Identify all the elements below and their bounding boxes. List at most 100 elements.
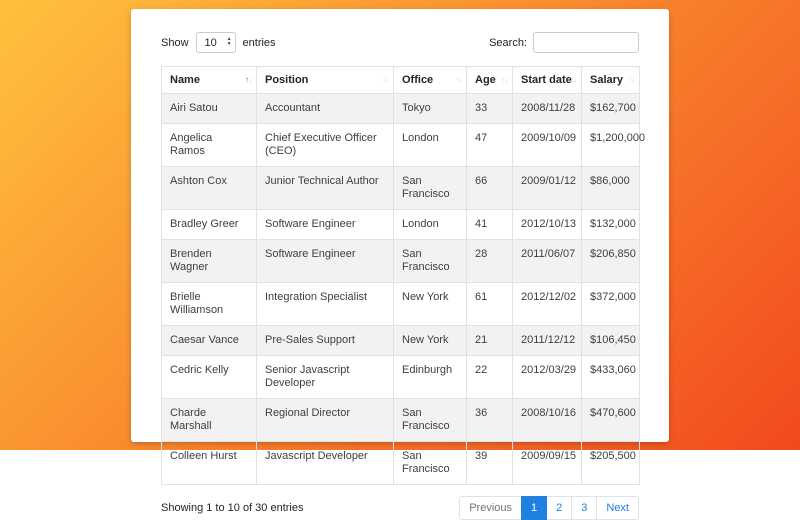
cell-office: San Francisco [393,166,467,210]
table-row[interactable]: Brenden Wagner Software Engineer San Fra… [161,239,640,283]
cell-salary: $86,000 [581,166,640,210]
cell-name: Brielle Williamson [161,282,257,326]
cell-salary: $372,000 [581,282,640,326]
employees-table: Name ↑↓ Position ↑↓ Office ↑↓ Age ↑↓ Sta… [161,66,645,485]
cell-name: Bradley Greer [161,209,257,240]
column-header-age[interactable]: Age ↑↓ [466,66,513,94]
column-header-salary[interactable]: Salary ↑↓ [581,66,640,94]
column-header-name[interactable]: Name ↑↓ [161,66,257,94]
cell-salary: $162,700 [581,93,640,124]
pagination-page-3-button[interactable]: 3 [571,496,598,520]
cell-start-date: 2009/09/15 [512,441,582,485]
cell-office: San Francisco [393,239,467,283]
table-row[interactable]: Colleen Hurst Javascript Developer San F… [161,441,640,485]
table-row[interactable]: Bradley Greer Software Engineer London 4… [161,209,640,240]
table-row[interactable]: Charde Marshall Regional Director San Fr… [161,398,640,442]
cell-salary: $205,500 [581,441,640,485]
cell-name: Airi Satou [161,93,257,124]
sort-icon: ↑↓ [501,75,508,84]
sort-icon: ↑↓ [455,75,462,84]
sort-icon: ↑↓ [382,75,389,84]
cell-office: New York [393,282,467,326]
cell-position: Regional Director [256,398,394,442]
table-footer: Showing 1 to 10 of 30 entries Previous 1… [161,496,639,520]
cell-name: Ashton Cox [161,166,257,210]
cell-start-date: 2012/10/13 [512,209,582,240]
table-row[interactable]: Brielle Williamson Integration Specialis… [161,282,640,326]
cell-start-date: 2011/12/12 [512,325,582,356]
cell-age: 22 [466,355,513,399]
cell-age: 36 [466,398,513,442]
header-row: Name ↑↓ Position ↑↓ Office ↑↓ Age ↑↓ Sta… [161,66,640,94]
cell-salary: $106,450 [581,325,640,356]
cell-name: Colleen Hurst [161,441,257,485]
cell-position: Pre-Sales Support [256,325,394,356]
cell-office: London [393,209,467,240]
pagination: Previous 1 2 3 Next [459,496,639,520]
sort-icon: ↑↓ [570,75,577,84]
cell-age: 39 [466,441,513,485]
datatable-card: Show 10 ▲ ▼ entries Search: Name [131,9,669,520]
cell-salary: $1,200,000 [581,123,645,167]
pagination-next-button[interactable]: Next [596,496,639,520]
cell-name: Cedric Kelly [161,355,257,399]
table-row[interactable]: Cedric Kelly Senior Javascript Developer… [161,355,640,399]
pagination-previous-button[interactable]: Previous [459,496,522,520]
cell-position: Chief Executive Officer (CEO) [256,123,394,167]
page-length-select-wrap: 10 ▲ ▼ [195,32,236,53]
pagination-page-1-button[interactable]: 1 [521,496,548,520]
cell-office: London [393,123,467,167]
entries-info: Showing 1 to 10 of 30 entries [161,502,304,514]
cell-salary: $206,850 [581,239,640,283]
cell-age: 47 [466,123,513,167]
cell-salary: $470,600 [581,398,640,442]
search-input[interactable] [533,32,639,53]
cell-age: 28 [466,239,513,283]
column-header-position[interactable]: Position ↑↓ [256,66,394,94]
cell-age: 21 [466,325,513,356]
sort-icon: ↑↓ [628,75,635,84]
cell-office: San Francisco [393,398,467,442]
cell-office: San Francisco [393,441,467,485]
cell-start-date: 2011/06/07 [512,239,582,283]
table-body: Airi Satou Accountant Tokyo 33 2008/11/2… [161,93,645,485]
pagination-page-2-button[interactable]: 2 [546,496,573,520]
cell-start-date: 2009/10/09 [512,123,582,167]
cell-position: Software Engineer [256,209,394,240]
sort-icon: ↑↓ [245,75,252,84]
cell-start-date: 2009/01/12 [512,166,582,210]
cell-name: Caesar Vance [161,325,257,356]
cell-office: Edinburgh [393,355,467,399]
cell-name: Charde Marshall [161,398,257,442]
cell-salary: $132,000 [581,209,640,240]
column-header-start-date[interactable]: Start date ↑↓ [512,66,582,94]
table-header: Name ↑↓ Position ↑↓ Office ↑↓ Age ↑↓ Sta… [161,66,640,94]
cell-salary: $433,060 [581,355,640,399]
cell-position: Senior Javascript Developer [256,355,394,399]
cell-name: Brenden Wagner [161,239,257,283]
entries-label: entries [242,36,276,49]
table-row[interactable]: Airi Satou Accountant Tokyo 33 2008/11/2… [161,93,640,124]
search-label: Search: [489,36,527,49]
cell-office: New York [393,325,467,356]
cell-age: 66 [466,166,513,210]
cell-position: Integration Specialist [256,282,394,326]
cell-office: Tokyo [393,93,467,124]
table-controls: Show 10 ▲ ▼ entries Search: [161,32,639,53]
cell-position: Junior Technical Author [256,166,394,210]
cell-age: 61 [466,282,513,326]
cell-position: Software Engineer [256,239,394,283]
cell-start-date: 2012/12/02 [512,282,582,326]
table-row[interactable]: Caesar Vance Pre-Sales Support New York … [161,325,640,356]
cell-start-date: 2008/11/28 [512,93,582,124]
search-control: Search: [489,32,639,53]
cell-name: Angelica Ramos [161,123,257,167]
cell-start-date: 2008/10/16 [512,398,582,442]
cell-position: Javascript Developer [256,441,394,485]
column-header-office[interactable]: Office ↑↓ [393,66,467,94]
page-length-select[interactable]: 10 [195,32,236,53]
cell-age: 33 [466,93,513,124]
table-row[interactable]: Ashton Cox Junior Technical Author San F… [161,166,640,210]
cell-position: Accountant [256,93,394,124]
table-row[interactable]: Angelica Ramos Chief Executive Officer (… [161,123,645,167]
